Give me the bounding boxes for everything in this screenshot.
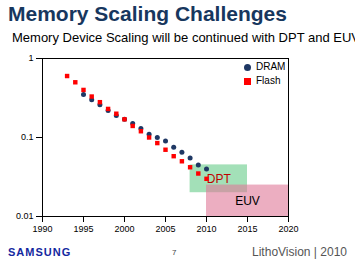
svg-text:1995: 1995 xyxy=(73,224,93,234)
svg-text:0.1: 0.1 xyxy=(21,132,34,142)
svg-text:0.01: 0.01 xyxy=(16,211,34,221)
svg-text:EUV: EUV xyxy=(235,194,260,208)
svg-text:1990: 1990 xyxy=(32,224,52,234)
svg-text:DPT: DPT xyxy=(207,172,232,186)
svg-text:1: 1 xyxy=(28,53,33,63)
html-text:DRAM: DRAM xyxy=(256,61,286,72)
svg-text:2000: 2000 xyxy=(114,224,134,234)
html-text:SAMSUNG: SAMSUNG xyxy=(8,246,72,258)
html-text:LithoVision | 2010: LithoVision | 2010 xyxy=(252,245,347,259)
svg-text:2010: 2010 xyxy=(196,224,216,234)
svg-text:2020: 2020 xyxy=(278,224,298,234)
html-text:Memory Scaling Challenges: Memory Scaling Challenges xyxy=(8,2,287,25)
html-text:Flash: Flash xyxy=(256,75,281,86)
svg-text:2005: 2005 xyxy=(155,224,175,234)
svg-text:2015: 2015 xyxy=(237,224,257,234)
html-text:7: 7 xyxy=(172,248,177,257)
